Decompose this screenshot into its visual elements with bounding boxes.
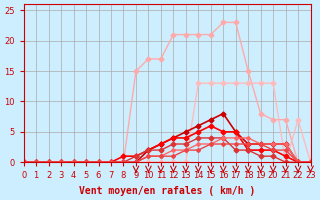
X-axis label: Vent moyen/en rafales ( km/h ): Vent moyen/en rafales ( km/h ) (79, 186, 255, 196)
